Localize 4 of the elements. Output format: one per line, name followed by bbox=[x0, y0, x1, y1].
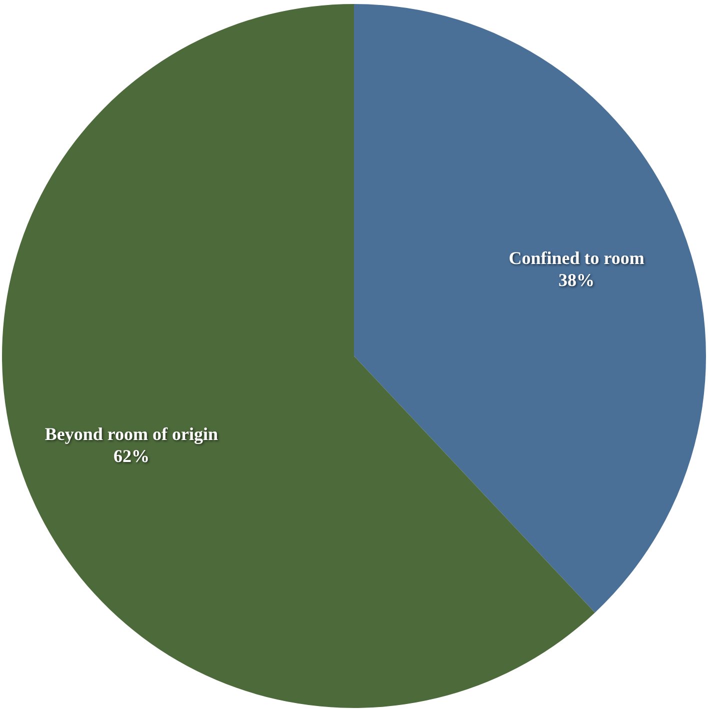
slice-label: Beyond room of origin bbox=[44, 424, 218, 444]
slice-label: Confined to room bbox=[508, 248, 644, 268]
data-label: 62% bbox=[113, 446, 150, 466]
data-label: 38% bbox=[558, 270, 595, 290]
